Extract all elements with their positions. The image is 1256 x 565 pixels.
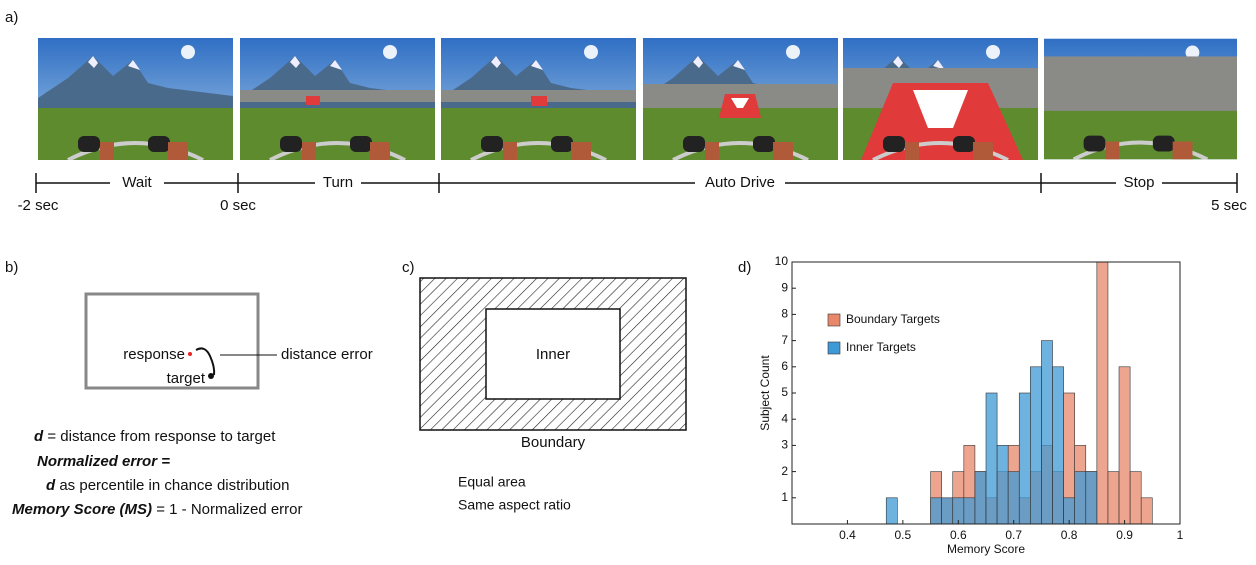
page: {"panel_a": {"label": "a)", "phases": ["… [0,0,1256,565]
definition: Memory Score (MS) = 1 - Normalized error [12,501,303,518]
legend-label: Inner Targets [846,340,916,354]
bar [986,393,997,524]
y-tick-label: 4 [781,411,788,425]
bar [1030,367,1041,524]
definition-term: d [34,428,44,445]
distance-label: distance error [281,346,373,363]
bar [964,498,975,524]
y-tick-label: 3 [781,438,788,452]
bar [1141,498,1152,524]
figure: a) Wait Turn Auto Drive Stop -2 sec 0 se… [0,0,1256,560]
y-tick-label: 8 [781,307,788,321]
phase-label: Wait [122,174,152,191]
phase-label: Turn [323,174,353,191]
definition-term: Memory Score (MS) [12,501,152,518]
bar [997,445,1008,524]
time-label: 5 sec [1211,197,1247,214]
y-tick-label: 1 [781,490,788,504]
target-label: target [167,370,206,387]
y-tick-label: 2 [781,464,788,478]
x-axis-label: Memory Score [947,542,1025,556]
x-tick-label: 0.7 [1005,528,1022,542]
y-axis-label: Subject Count [758,355,772,431]
game-frame [1044,39,1237,160]
bar [1019,393,1030,524]
definition: d = distance from response to target [34,428,276,445]
game-frame [38,38,233,160]
phase-label: Stop [1124,174,1155,191]
bar [1041,341,1052,524]
bar [1086,472,1097,524]
bar [1053,367,1064,524]
panel-label: a) [5,9,18,26]
legend-label: Boundary Targets [846,312,940,326]
x-tick-label: 0.4 [839,528,856,542]
bar [1119,367,1130,524]
x-tick-label: 0.5 [895,528,912,542]
bar [1008,472,1019,524]
bar [1097,262,1108,524]
boundary-label: Boundary [521,434,586,451]
game-frame [240,38,435,160]
x-tick-label: 0.8 [1061,528,1078,542]
definition-text: = 1 - Normalized error [156,501,302,518]
y-tick-label: 9 [781,280,788,294]
game-frame [441,38,636,160]
bar [1108,472,1119,524]
panel-label: b) [5,259,18,276]
bar [942,498,953,524]
x-tick-label: 0.9 [1116,528,1133,542]
note: Equal area [458,474,526,490]
legend-swatch [828,314,840,326]
legend-swatch [828,342,840,354]
bar [1130,472,1141,524]
target-dot [208,373,214,379]
definition-text: = distance from response to target [47,428,276,445]
response-label: response [123,346,185,363]
y-tick-label: 5 [781,385,788,399]
panel-label: c) [402,259,415,276]
panel-label: d) [738,259,751,276]
time-label: 0 sec [220,197,256,214]
definition: Normalized error = [37,453,170,470]
inner-label: Inner [536,346,570,363]
bar [931,498,942,524]
bar [886,498,897,524]
definition-term: d [46,477,56,494]
y-tick-label: 10 [775,254,789,268]
definition: d as percentile in chance distribution [46,477,289,494]
histogram: 0.4 0.5 0.6 0.7 0.8 0.9 1 1 2 3 4 5 6 7 8 9 10 Memory Sco… [758,254,1183,556]
definition-term: Normalized error = [37,453,170,470]
x-tick-label: 1 [1177,528,1184,542]
game-frame [643,38,838,160]
game-frame [843,38,1038,160]
time-label: -2 sec [18,197,59,214]
definition-text: as percentile in chance distribution [59,477,289,494]
bar [975,472,986,524]
note: Same aspect ratio [458,497,571,513]
bar [1075,472,1086,524]
y-tick-label: 7 [781,333,788,347]
x-tick-label: 0.6 [950,528,967,542]
phase-label: Auto Drive [705,174,775,191]
response-dot [188,352,192,356]
y-tick-label: 6 [781,359,788,373]
